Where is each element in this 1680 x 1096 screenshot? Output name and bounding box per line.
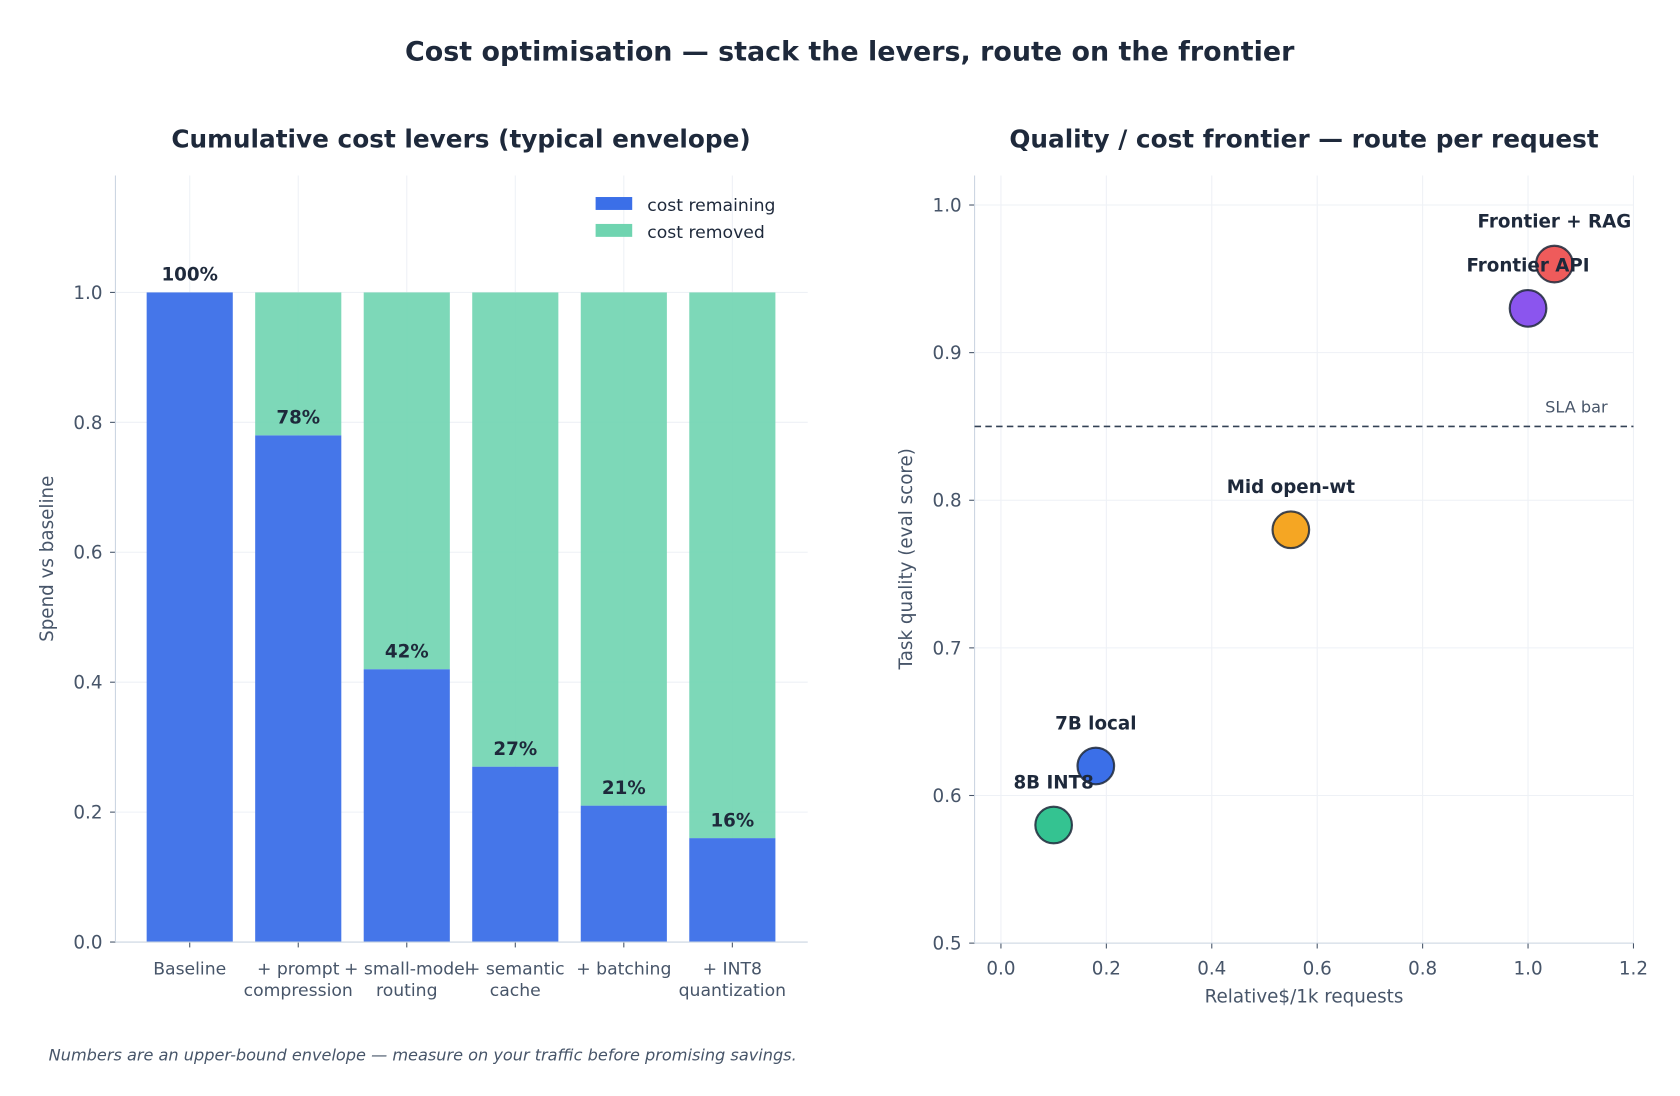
x-tick-label: 0.0	[986, 958, 1015, 979]
x-tick-label: + semantic	[466, 959, 565, 979]
point-label: Mid open-wt	[1227, 477, 1356, 498]
bar-cost-remaining	[580, 805, 667, 943]
x-tick-label: + INT8	[703, 959, 762, 979]
footnote: Numbers are an upper-bound envelope — me…	[49, 1045, 797, 1064]
point-frontier-api	[1508, 288, 1548, 328]
data-label: 21%	[602, 778, 646, 799]
x-tick-label: 0.4	[1197, 958, 1226, 979]
bar-cost-removed	[580, 292, 667, 806]
bar-cost-remaining	[146, 292, 233, 943]
x-tick-label: cache	[490, 981, 541, 1001]
figure-title: Cost optimisation — stack the levers, ro…	[405, 36, 1295, 67]
left-chart-title: Cumulative cost levers (typical envelope…	[171, 124, 750, 153]
x-tick-label: 1.0	[1513, 958, 1542, 979]
point-7b-local	[1076, 746, 1116, 786]
sla-label: SLA bar	[1545, 397, 1608, 416]
data-label: 78%	[276, 407, 320, 428]
x-tick-label: 1.2	[1619, 958, 1648, 979]
data-label: 42%	[385, 641, 429, 662]
legend-label: cost remaining	[647, 196, 775, 216]
point-label: Frontier + RAG	[1478, 211, 1632, 232]
right-x-label: Relative$/1k requests	[1205, 986, 1404, 1007]
point-frontier-rag	[1535, 244, 1574, 284]
bar-cost-remaining	[255, 435, 342, 943]
x-tick-label: 0.8	[1408, 958, 1437, 979]
legend-label: cost removed	[647, 223, 765, 243]
point-label: Frontier API	[1466, 256, 1589, 277]
x-tick-label: Baseline	[153, 959, 226, 979]
bar-cost-remaining	[689, 838, 776, 943]
y-tick-label: 0.7	[933, 638, 962, 659]
x-tick-label: + batching	[576, 959, 671, 979]
legend-swatch	[595, 223, 633, 237]
y-tick-label: 0.6	[933, 786, 962, 807]
x-tick-label: routing	[376, 981, 438, 1001]
y-tick-label: 0.2	[73, 803, 102, 824]
y-tick-label: 0.5	[933, 934, 962, 955]
x-tick-label: + small-model	[344, 959, 470, 979]
y-tick-label: 1.0	[933, 195, 962, 216]
bar-cost-remaining	[363, 669, 450, 943]
y-tick-label: 0.8	[73, 413, 102, 434]
legend-swatch	[595, 197, 633, 210]
y-tick-label: 1.0	[73, 283, 102, 304]
data-label: 100%	[161, 265, 218, 286]
bar-cost-removed	[689, 292, 776, 839]
right-chart-title: Quality / cost frontier — route per requ…	[1009, 124, 1599, 153]
x-tick-label: compression	[244, 981, 353, 1001]
x-tick-label: 0.6	[1303, 958, 1332, 979]
y-tick-label: 0.9	[933, 343, 962, 364]
right-y-label: Task quality (eval score)	[896, 448, 917, 670]
point-label: 8B INT8	[1013, 772, 1093, 793]
left-y-label: Spend vs baseline	[37, 476, 58, 642]
y-tick-label: 0.6	[73, 543, 102, 564]
point-label: 7B local	[1055, 713, 1136, 734]
bar-cost-removed	[472, 292, 559, 767]
x-tick-label: 0.2	[1092, 958, 1121, 979]
point-mid-open-wt	[1271, 510, 1311, 550]
point-8b-int8	[1034, 805, 1074, 845]
x-tick-label: + prompt	[257, 959, 340, 979]
y-tick-label: 0.0	[73, 933, 102, 954]
data-label: 16%	[710, 810, 754, 831]
bar-cost-removed	[363, 292, 450, 670]
bar-cost-removed	[255, 292, 342, 436]
bar-cost-remaining	[472, 766, 559, 943]
data-label: 27%	[493, 739, 537, 760]
y-tick-label: 0.8	[933, 491, 962, 512]
x-tick-label: quantization	[679, 981, 786, 1001]
y-tick-label: 0.4	[73, 673, 102, 694]
